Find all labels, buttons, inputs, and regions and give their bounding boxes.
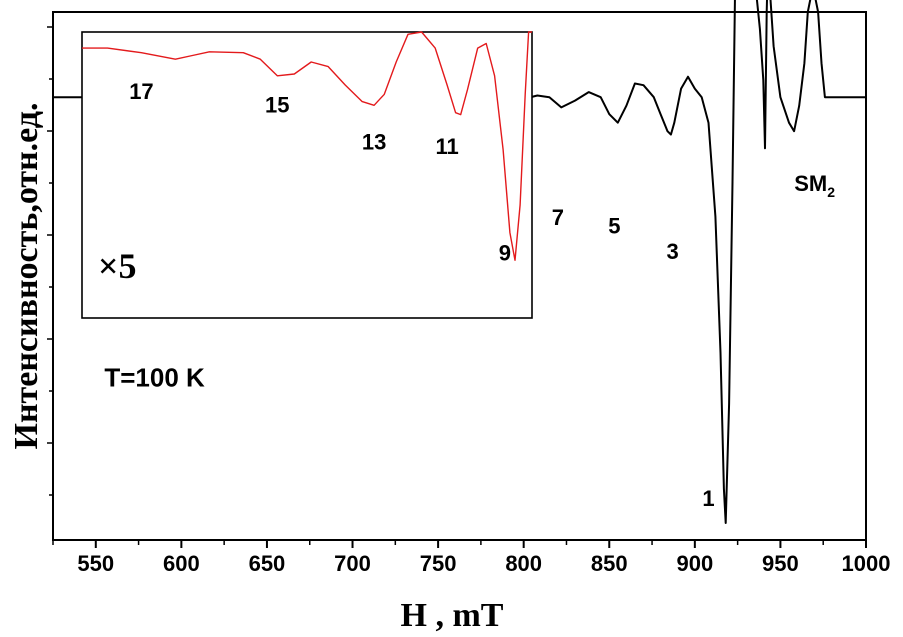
x-tick-label: 650 (249, 551, 286, 576)
x-tick-label: 900 (676, 551, 713, 576)
x-tick-label: 700 (334, 551, 371, 576)
x-tick-label: 950 (762, 551, 799, 576)
main-plot-frame (52, 11, 867, 541)
inset-peak-label: 15 (265, 93, 289, 118)
inset-magnification-label: ×5 (98, 246, 137, 286)
peak-annotation: 1 (702, 486, 714, 511)
x-tick-label: 800 (505, 551, 542, 576)
inset-peak-label: 17 (129, 79, 153, 104)
x-tick-label: 750 (420, 551, 457, 576)
inset-peak-label: 9 (499, 240, 511, 265)
x-tick-label: 850 (591, 551, 628, 576)
inset-peak-label: 11 (435, 134, 458, 159)
main-series-line (53, 0, 866, 524)
peak-annotation: 3 (666, 239, 678, 264)
x-axis-title: H , mT (401, 597, 504, 634)
peak-annotation: SM2 (794, 171, 835, 200)
peak-annotation: T=100 K (104, 363, 205, 393)
inset-peak-label: 13 (362, 130, 386, 155)
inset-plot-frame (81, 31, 533, 319)
inset-series-line (82, 31, 532, 261)
peak-annotation: 5 (608, 213, 620, 238)
inset-plot: 17 15 13 11 9 ×5 (81, 31, 533, 319)
main-plot: 550 600 650 700 750 800 850 900 950 1000 T=100 K 1… (47, 0, 890, 576)
x-axis-tick-labels: 550 600 650 700 750 800 850 900 950 1000 (77, 551, 890, 576)
inset-peak-labels: 17 15 13 11 9 (129, 79, 511, 265)
x-tick-label: 600 (163, 551, 200, 576)
peak-annotation: 7 (552, 205, 564, 230)
x-tick-label: 1000 (842, 551, 891, 576)
y-axis-title: Интенсивность,отн.ед. (8, 102, 45, 449)
x-axis-ticks (52, 540, 867, 548)
y-axis-ticks (47, 26, 53, 496)
x-tick-label: 550 (77, 551, 114, 576)
